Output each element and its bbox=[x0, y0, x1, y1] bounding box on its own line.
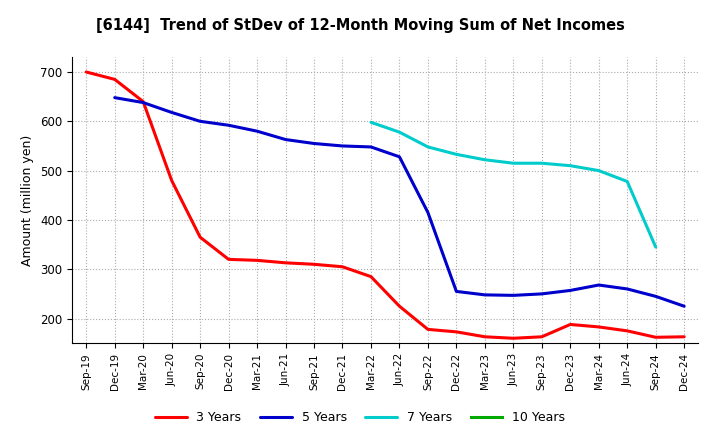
7 Years bbox=[423, 144, 432, 150]
3 Years bbox=[680, 334, 688, 339]
3 Years bbox=[566, 322, 575, 327]
3 Years bbox=[452, 329, 461, 334]
Line: 5 Years: 5 Years bbox=[114, 98, 684, 306]
5 Years bbox=[338, 143, 347, 149]
5 Years bbox=[623, 286, 631, 292]
3 Years bbox=[395, 304, 404, 309]
7 Years bbox=[595, 168, 603, 173]
5 Years bbox=[595, 282, 603, 288]
5 Years bbox=[423, 210, 432, 215]
5 Years bbox=[537, 291, 546, 297]
3 Years bbox=[225, 257, 233, 262]
Text: [6144]  Trend of StDev of 12-Month Moving Sum of Net Incomes: [6144] Trend of StDev of 12-Month Moving… bbox=[96, 18, 624, 33]
5 Years bbox=[509, 293, 518, 298]
7 Years bbox=[537, 161, 546, 166]
3 Years bbox=[282, 260, 290, 265]
3 Years bbox=[537, 334, 546, 339]
3 Years bbox=[338, 264, 347, 269]
3 Years bbox=[366, 274, 375, 279]
7 Years bbox=[452, 152, 461, 157]
3 Years bbox=[623, 328, 631, 334]
3 Years bbox=[196, 235, 204, 240]
5 Years bbox=[652, 294, 660, 299]
7 Years bbox=[395, 129, 404, 135]
7 Years bbox=[566, 163, 575, 169]
3 Years bbox=[310, 262, 318, 267]
5 Years bbox=[680, 304, 688, 309]
5 Years bbox=[566, 288, 575, 293]
5 Years bbox=[110, 95, 119, 100]
3 Years bbox=[480, 334, 489, 339]
Line: 7 Years: 7 Years bbox=[371, 122, 656, 247]
3 Years bbox=[253, 258, 261, 263]
5 Years bbox=[452, 289, 461, 294]
Y-axis label: Amount (million yen): Amount (million yen) bbox=[22, 135, 35, 266]
5 Years bbox=[167, 110, 176, 115]
3 Years bbox=[509, 336, 518, 341]
7 Years bbox=[652, 244, 660, 249]
5 Years bbox=[139, 100, 148, 105]
7 Years bbox=[480, 157, 489, 162]
5 Years bbox=[225, 123, 233, 128]
Line: 3 Years: 3 Years bbox=[86, 72, 684, 338]
Legend: 3 Years, 5 Years, 7 Years, 10 Years: 3 Years, 5 Years, 7 Years, 10 Years bbox=[150, 407, 570, 429]
7 Years bbox=[366, 120, 375, 125]
3 Years bbox=[110, 77, 119, 82]
5 Years bbox=[480, 292, 489, 297]
7 Years bbox=[509, 161, 518, 166]
3 Years bbox=[139, 99, 148, 104]
5 Years bbox=[310, 141, 318, 146]
3 Years bbox=[82, 70, 91, 75]
3 Years bbox=[652, 335, 660, 340]
5 Years bbox=[395, 154, 404, 159]
7 Years bbox=[623, 179, 631, 184]
3 Years bbox=[423, 327, 432, 332]
3 Years bbox=[595, 324, 603, 330]
5 Years bbox=[196, 119, 204, 124]
3 Years bbox=[167, 178, 176, 183]
5 Years bbox=[282, 137, 290, 142]
5 Years bbox=[253, 128, 261, 134]
5 Years bbox=[366, 144, 375, 150]
